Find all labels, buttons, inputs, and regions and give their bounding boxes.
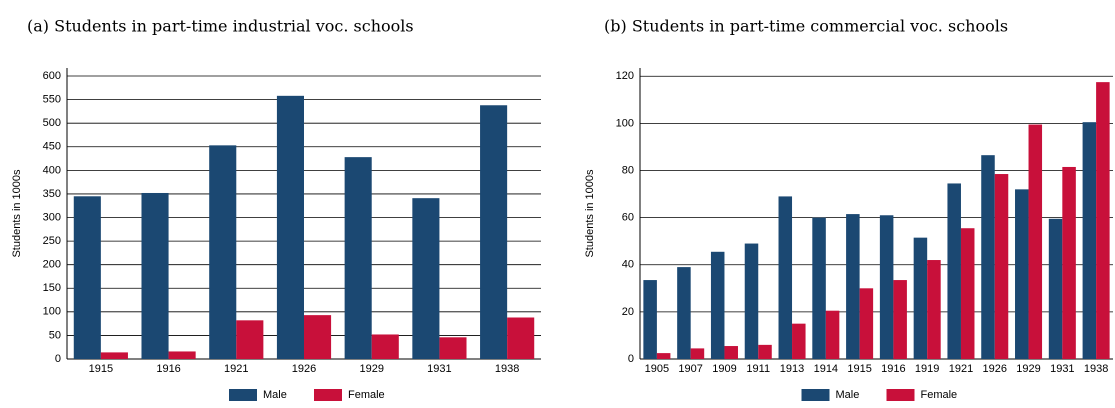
legend-swatch [314,389,342,401]
bar [981,155,995,359]
y-tick-label: 20 [622,306,634,318]
x-tick-label: 1929 [359,363,383,375]
y-tick-label: 80 [622,164,634,176]
bar [73,196,101,359]
x-tick-label: 1907 [678,363,702,375]
bar [344,157,372,359]
bar [100,352,128,359]
y-tick-label: 150 [43,282,61,294]
x-tick-label: 1909 [712,363,736,375]
bar [859,288,874,359]
bar [656,353,671,359]
bar [913,237,928,359]
bar [1062,166,1076,359]
y-tick-label: 600 [43,70,61,82]
bar [927,260,941,359]
y-tick-label: 550 [43,94,61,106]
bar [141,192,169,359]
bar [236,320,264,359]
legend-swatch [886,389,915,401]
bar [677,267,691,359]
bar [778,196,793,359]
x-tick-label: 1916 [156,363,180,375]
x-tick-label: 1926 [292,363,316,375]
bar [480,105,508,360]
x-tick-label: 1913 [780,363,804,375]
x-tick-label: 1916 [881,363,905,375]
legend-label: Female [921,389,958,401]
x-tick-label: 1931 [1050,363,1074,375]
x-tick-label: 1915 [89,363,113,375]
y-tick-label: 120 [616,70,634,82]
y-tick-label: 350 [43,188,61,200]
bar [792,323,806,359]
bar [812,217,826,359]
y-tick-label: 200 [43,259,61,271]
y-tick-label: 0 [628,353,634,365]
legend-label: Male [836,389,860,401]
legend-swatch [801,389,830,401]
bar [412,198,440,359]
y-tick-label: 250 [43,235,61,247]
y-tick-label: 450 [43,141,61,153]
y-tick-label: 0 [55,353,61,365]
legend-label: Female [348,389,385,401]
bar [209,145,237,359]
bar [1015,189,1029,359]
x-tick-label: 1938 [495,363,519,375]
x-tick-label: 1921 [949,363,973,375]
y-axis-label: Students in 1000s [584,169,596,258]
bar [947,183,961,359]
x-tick-label: 1938 [1084,363,1108,375]
x-tick-label: 1915 [847,363,871,375]
bar [276,95,304,359]
bar [1028,124,1043,360]
x-tick-label: 1919 [915,363,939,375]
legend-swatch [229,389,257,401]
x-tick-label: 1931 [427,363,451,375]
bar [643,280,657,359]
y-tick-label: 40 [622,259,634,271]
y-tick-label: 60 [622,212,634,224]
y-tick-label: 100 [616,117,634,129]
bar [371,334,399,359]
x-tick-label: 1921 [224,363,248,375]
y-tick-label: 100 [43,306,61,318]
x-tick-label: 1914 [814,363,838,375]
bar [690,348,705,359]
bar [710,251,725,359]
bar [304,315,332,359]
bar [879,215,894,359]
bar [960,228,975,359]
x-tick-label: 1905 [645,363,669,375]
x-tick-label: 1911 [746,363,770,375]
chart-title: (a) Students in part-time industrial voc… [27,17,414,36]
bar [1048,218,1063,359]
y-tick-label: 50 [49,329,61,341]
bar [1082,122,1097,359]
bar [893,280,907,359]
bar [724,346,738,359]
x-tick-label: 1929 [1016,363,1040,375]
bar [846,214,860,359]
chart-title: (b) Students in part-time commercial voc… [604,17,1008,36]
y-tick-label: 500 [43,117,61,129]
bar [825,310,840,359]
bar [1096,82,1110,360]
y-tick-label: 400 [43,164,61,176]
bar [744,243,759,359]
bar [507,317,535,359]
bar [758,344,772,359]
bar [994,174,1009,359]
legend-label: Male [263,389,287,401]
bar [168,351,196,359]
bar [439,337,467,359]
y-tick-label: 300 [43,211,61,223]
x-tick-label: 1926 [983,363,1007,375]
y-axis-label: Students in 1000s [11,169,23,258]
